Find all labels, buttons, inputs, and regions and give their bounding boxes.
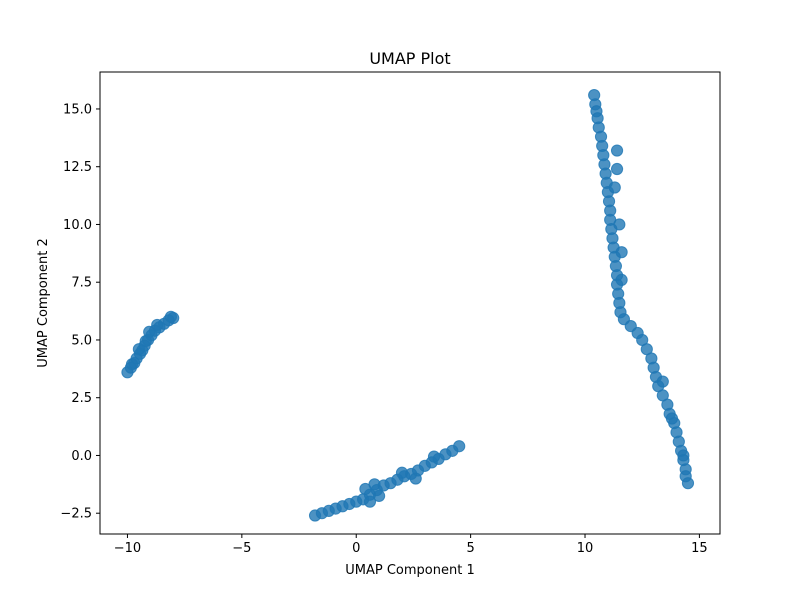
- y-tick-label: 7.5: [71, 276, 92, 291]
- plot-frame: [99, 71, 721, 535]
- scatter-point: [363, 495, 377, 508]
- scatter-point: [151, 318, 164, 332]
- scatter-point: [610, 162, 624, 176]
- y-tick-label: 2.5: [71, 391, 92, 406]
- scatter-point: [665, 412, 679, 425]
- x-tick-label: 15: [691, 541, 708, 556]
- x-tick-label: 10: [577, 541, 594, 556]
- x-tick-label: −10: [114, 541, 141, 556]
- y-tick-label: 15.0: [63, 102, 92, 117]
- scatter-point: [132, 343, 145, 356]
- scatter-point: [368, 478, 381, 491]
- y-tick-label: 10.0: [63, 218, 92, 233]
- y-axis-label: UMAP Component 2: [36, 238, 51, 367]
- x-tick-label: 5: [466, 541, 474, 556]
- plot-area: [121, 89, 695, 522]
- y-tick-label: 0.0: [71, 449, 92, 464]
- scatter-point: [613, 218, 626, 231]
- chart-title: UMAP Plot: [369, 49, 450, 68]
- y-tick-label: 5.0: [71, 333, 92, 348]
- scatter-point: [677, 449, 690, 462]
- scatter-point: [125, 358, 139, 371]
- scatter-point: [615, 273, 628, 286]
- x-tick-label: 0: [352, 541, 360, 556]
- scatter-point: [656, 375, 669, 388]
- y-tick-label: 12.5: [63, 160, 92, 175]
- scatter-point: [679, 470, 692, 483]
- axes: −10 −5 0 5 10 15 −2.5 0.0 2.5 5.0 7.5 10.0 12.5 15.0: [60, 71, 721, 556]
- x-tick-label: −5: [232, 541, 251, 556]
- scatter-point: [615, 246, 628, 259]
- scatter-point: [453, 440, 466, 453]
- scatter-point: [143, 325, 156, 338]
- scatter-point: [373, 489, 386, 502]
- scatter-point: [427, 450, 441, 463]
- scatter-point: [610, 144, 624, 157]
- y-tick-label: −2.5: [60, 507, 92, 522]
- x-axis-label: UMAP Component 1: [345, 563, 474, 578]
- scatter-point: [395, 466, 409, 479]
- scatter-point: [409, 472, 422, 485]
- scatter-point: [608, 181, 621, 194]
- scatter-point: [164, 310, 178, 323]
